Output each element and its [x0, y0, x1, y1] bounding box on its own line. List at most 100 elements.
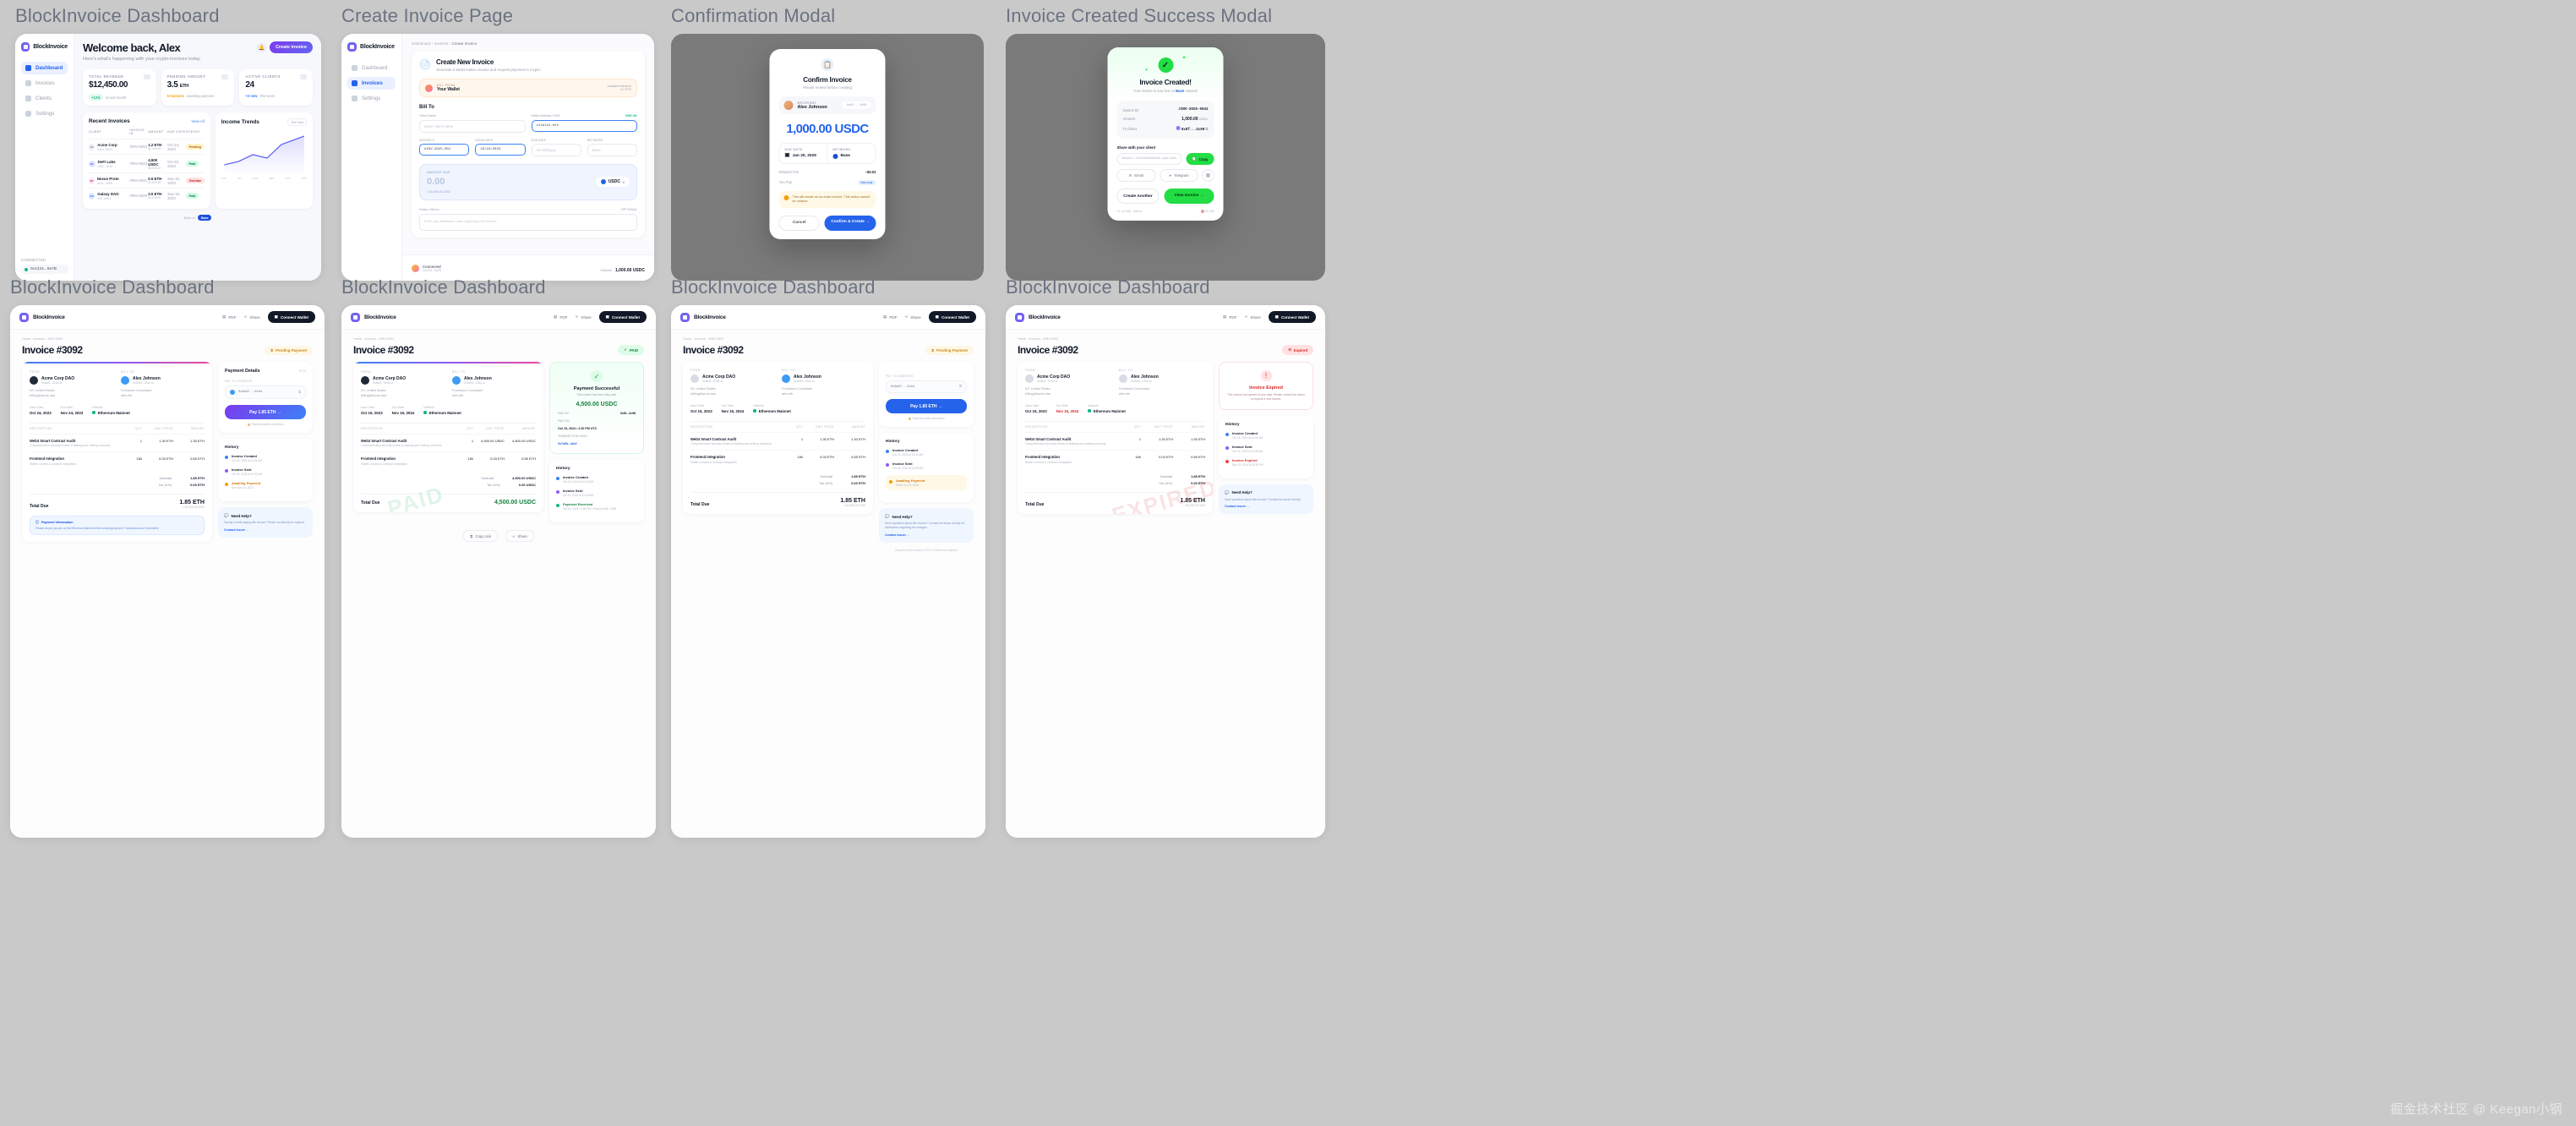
network: Network Ethereum Mainnet: [423, 406, 461, 415]
sidebar-item-invoices[interactable]: Invoices: [347, 77, 396, 90]
connect-wallet-button[interactable]: ▣ Connect Wallet: [1268, 311, 1316, 323]
breadcrumb-item[interactable]: Home: [353, 337, 363, 341]
pdf-button[interactable]: ▤ PDF: [882, 314, 898, 320]
pay-button[interactable]: Pay 1.85 ETH →: [225, 405, 306, 419]
breadcrumb-item[interactable]: Invoices: [434, 41, 449, 46]
copy-icon[interactable]: ⧉: [959, 385, 962, 389]
to-address[interactable]: 0x3c9d...22a1 ⧉: [794, 380, 815, 383]
pdf-button[interactable]: ▤ PDF: [553, 314, 568, 320]
share-button[interactable]: ≺ Share: [575, 314, 592, 320]
client-name: Acme Corp: [97, 142, 117, 147]
wallet-status[interactable]: CONNECTED 0x1234...9a7B: [21, 258, 68, 274]
breadcrumb-item[interactable]: Home: [22, 337, 31, 341]
pay-to-address[interactable]: 0x8a2f...91b4 ⧉: [225, 385, 306, 399]
sidebar-item-dashboard[interactable]: Dashboard: [347, 62, 396, 74]
to-address[interactable]: 0x3c9d...22a1 ⧉: [1131, 380, 1152, 383]
tx-hash[interactable]: 0x7a9b...3def: [558, 442, 577, 445]
breadcrumb-item[interactable]: Invoices: [364, 337, 377, 341]
wallet-input[interactable]: vitalik.eth: [531, 119, 637, 132]
sidebar-item-dashboard[interactable]: Dashboard: [21, 62, 68, 74]
pay-button[interactable]: Pay 1.85 ETH →: [886, 399, 967, 413]
table-row[interactable]: DL DeFi Labs 0x81...3c44 #INV-0023 4,500…: [89, 154, 205, 173]
range-select[interactable]: This Year: [287, 118, 307, 126]
copy-icon[interactable]: ⧉: [298, 391, 301, 395]
row-label: Amount: [1122, 117, 1135, 121]
from-address[interactable]: 0x8a2f...91b4 ⧉: [702, 380, 723, 383]
issue-date-input[interactable]: 10/24/2023: [475, 144, 526, 156]
notes-textarea[interactable]: Enter any additional notes regarding thi…: [419, 214, 637, 231]
pay-to-address[interactable]: 0x8a2f...91b4 ⧉: [886, 380, 967, 393]
confirm-create-button[interactable]: Confirm & Create →: [824, 215, 876, 231]
view-invoice-button[interactable]: View Invoice →: [1164, 189, 1214, 204]
sidebar-item-invoices[interactable]: Invoices: [21, 77, 68, 90]
sidebar-item-label: Invoices: [362, 80, 383, 86]
table-row[interactable]: NP Nexus Proto 0x22...1899 #INV-0021 0.5…: [89, 172, 205, 189]
share-button[interactable]: ≺ Share: [243, 314, 260, 320]
create-invoice-button[interactable]: Create Invoice: [270, 41, 313, 53]
table-header-row: CLIENT INVOICE ID AMOUNT DUE DATE STATUS: [89, 128, 205, 139]
breadcrumb-item[interactable]: Invoices: [1029, 337, 1041, 341]
total-usd: ≈ $4,205.00 USD: [1183, 503, 1205, 507]
table-row[interactable]: GX Galaxy DAO 0xff...ee61 #INV-0020 2.0 …: [89, 188, 205, 204]
table-row[interactable]: AC Acme Corp 0x1a...8923 #INV-0024 1.2 E…: [89, 138, 205, 155]
page-subtitle: Here's what's happening with your crypto…: [83, 57, 201, 62]
create-another-button[interactable]: Create Another: [1116, 189, 1160, 204]
tx-hash[interactable]: Tx: 0x7a9b...3def ⧉: [1116, 210, 1143, 213]
invoice-no-input[interactable]: #INV-2025-001: [419, 144, 470, 156]
sidebar-item-clients[interactable]: Clients: [21, 92, 68, 105]
modal-overlay[interactable]: ✦ ✦ ✓ Invoice Created! Your invoice is n…: [1006, 34, 1325, 281]
users-icon: [300, 74, 308, 79]
paid-on: Oct 15, 2024 • 2:30 PM UTC: [558, 427, 598, 430]
share-button[interactable]: ≺ Share: [1244, 314, 1261, 320]
recipient-address[interactable]: 0x8f...2c98: [842, 101, 871, 109]
wallet-pill[interactable]: 0x1234...9a7B: [21, 265, 68, 274]
pdf-button[interactable]: ▤ PDF: [221, 314, 237, 320]
bell-icon[interactable]: 🔔: [257, 42, 267, 52]
breadcrumb: Home Invoices #INV-3092: [353, 337, 644, 341]
qr-code-button[interactable]: ▦: [1202, 169, 1214, 182]
from-address[interactable]: 0x8a2f...91b4 ⧉: [41, 381, 62, 385]
connect-wallet-button[interactable]: ▣ Connect Wallet: [928, 311, 976, 323]
amount-input[interactable]: 0.00: [427, 177, 445, 187]
due-date-input[interactable]: mm/dd/yyyy: [531, 144, 581, 156]
telegram-share-button[interactable]: ➤ Telegram: [1160, 169, 1198, 182]
copy-button[interactable]: 📋 Copy: [1186, 153, 1214, 165]
invoice-icon: 📄: [419, 58, 431, 70]
contact-issuer-link[interactable]: Contact Issuer →: [224, 527, 249, 532]
cancel-button[interactable]: Cancel: [778, 215, 820, 231]
status-dot-icon: [423, 411, 427, 414]
connect-wallet-button[interactable]: ▣ Connect Wallet: [267, 311, 315, 323]
to-address[interactable]: 0x3c9d...22a1 ⧉: [133, 381, 154, 385]
share-button[interactable]: ≺ Share: [904, 314, 921, 320]
breadcrumb-item[interactable]: Home: [683, 337, 692, 341]
contact-issuer-link[interactable]: Contact Issuer →: [1225, 505, 1250, 509]
bill-from-row[interactable]: BILL FROM Your Wallet Available Balance …: [419, 79, 637, 97]
breadcrumb-item[interactable]: Invoices: [694, 337, 707, 341]
breadcrumb-item[interactable]: Invoices: [33, 337, 46, 341]
breadcrumb: Dashboard › Invoices › Create Invoice: [412, 41, 478, 46]
token-select[interactable]: USDC ▾: [595, 177, 630, 187]
connect-wallet-button[interactable]: ▣ Connect Wallet: [598, 311, 647, 323]
view-all-link[interactable]: View All: [191, 119, 205, 123]
breadcrumb-item[interactable]: Dashboard: [412, 41, 431, 46]
from-address[interactable]: 0x8a2f...91b4 ⧉: [1037, 380, 1057, 383]
share-button[interactable]: ≺ Share: [505, 530, 534, 542]
network-select[interactable]: Base: [587, 144, 637, 156]
contact-issuer-link[interactable]: Contact Issuer →: [885, 533, 910, 537]
modal-overlay[interactable]: 📋 Confirm Invoice Please review before c…: [671, 34, 984, 281]
field-label: INVOICE #: [419, 138, 434, 142]
client-name-input[interactable]: Enter client name: [419, 119, 526, 133]
breadcrumb-item[interactable]: Home: [1018, 337, 1027, 341]
confirm-label: Confirm & Create: [831, 220, 865, 225]
history-card: History Invoice Created Oct 15, 2024 at …: [549, 460, 644, 522]
email-share-button[interactable]: ✉ Email: [1116, 169, 1155, 182]
row-value: #INV-2025-0042: [1178, 108, 1209, 112]
copy-link-button[interactable]: ⧉ Copy Link: [463, 530, 498, 542]
to-address[interactable]: 0x3c9d...22a1 ⧉: [464, 381, 485, 385]
panel-title: Income Trends: [221, 119, 259, 125]
pdf-button[interactable]: ▤ PDF: [1222, 314, 1237, 320]
sidebar-item-settings[interactable]: Settings: [21, 107, 68, 120]
share-link-input[interactable]: https://blockinvoice.xyz/inv..: [1116, 153, 1182, 165]
from-address[interactable]: 0x8a2f...91b4 ⧉: [373, 381, 393, 385]
sidebar-item-settings[interactable]: Settings: [347, 92, 396, 105]
